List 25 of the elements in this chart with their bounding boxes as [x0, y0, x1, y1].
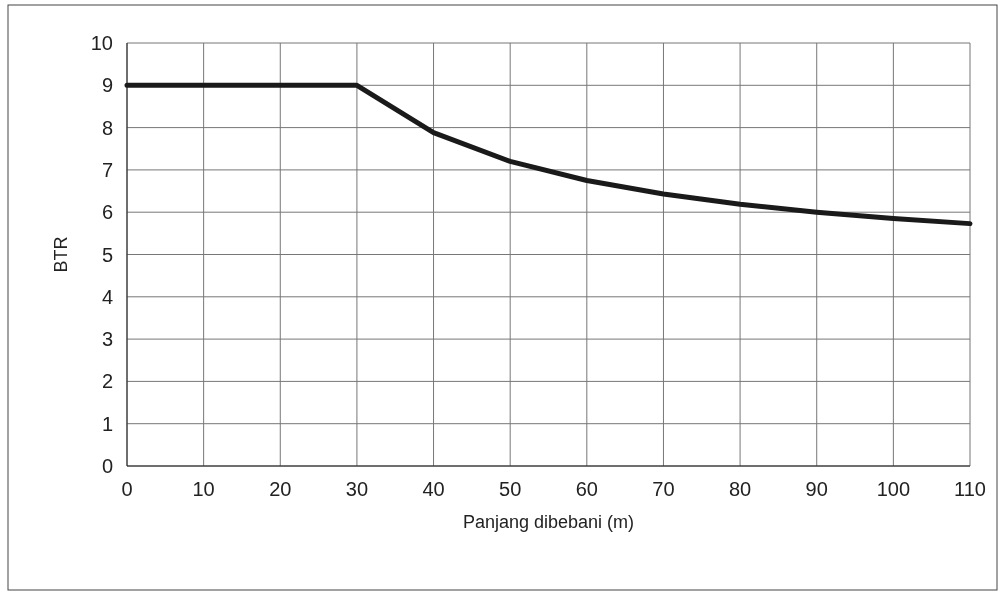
- y-tick-label: 10: [90, 32, 113, 54]
- x-tick-label: 90: [805, 478, 828, 500]
- x-tick-label: 60: [575, 478, 598, 500]
- x-tick-label: 0: [121, 478, 133, 500]
- x-tick-label: 80: [728, 478, 752, 500]
- x-tick-label: 50: [499, 478, 522, 500]
- y-tick-label: 4: [101, 285, 113, 308]
- x-tick-label: 10: [192, 478, 215, 500]
- y-tick-label: 9: [101, 74, 113, 97]
- x-axis-title: Panjang dibebani (m): [462, 512, 635, 532]
- y-tick-label: 2: [101, 370, 113, 393]
- y-tick-label: 7: [101, 158, 113, 181]
- x-tick-label: 110: [954, 478, 986, 500]
- x-tick-label: 20: [269, 478, 292, 500]
- x-tick-label: 70: [652, 478, 675, 500]
- y-tick-label: 5: [101, 243, 113, 266]
- x-tick-label: 40: [422, 478, 445, 500]
- y-tick-label: 1: [101, 412, 113, 435]
- x-tick-label: 100: [876, 478, 911, 500]
- y-tick-label: 0: [101, 455, 113, 477]
- y-axis-title: BTR: [51, 236, 71, 273]
- y-tick-label: 6: [101, 201, 113, 224]
- x-tick-label: 30: [345, 478, 369, 500]
- y-tick-label: 3: [101, 328, 113, 351]
- y-tick-label: 8: [101, 116, 113, 139]
